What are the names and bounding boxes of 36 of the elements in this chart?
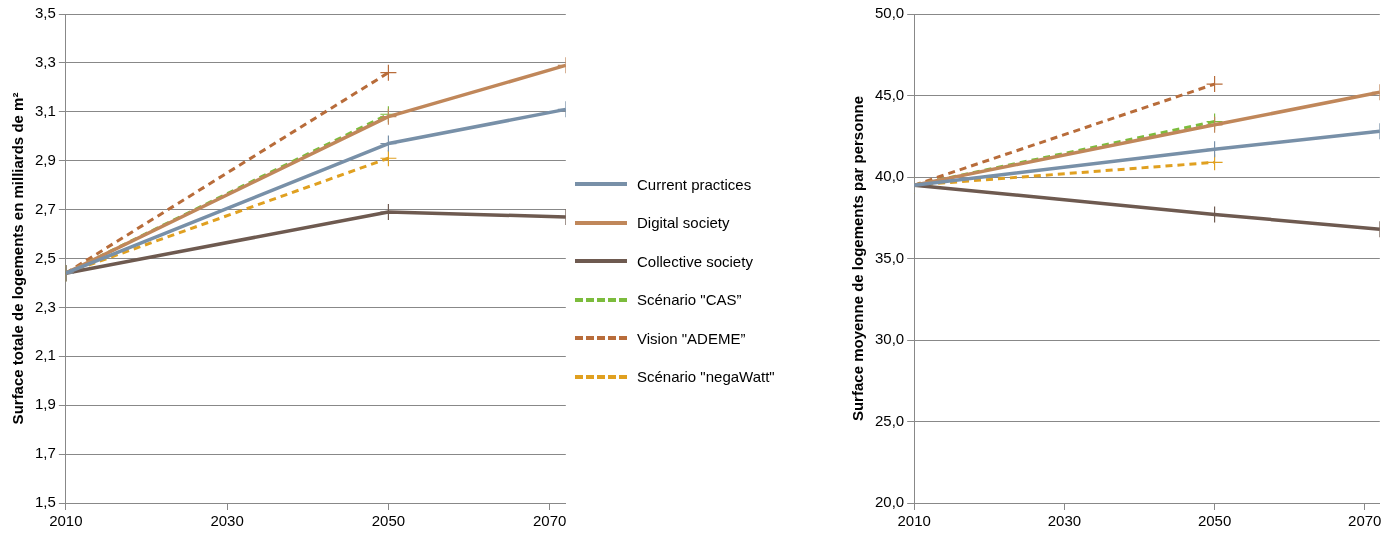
x-tick-label: 2070 (532, 512, 567, 530)
x-tick-label: 2050 (1197, 512, 1232, 530)
y-tick-label: 1,9 (34, 395, 56, 413)
y-tick-label: 30,0 (874, 330, 905, 348)
y-tick-label: 20,0 (874, 493, 905, 511)
y-tick-label: 3,1 (34, 101, 56, 119)
x-tick-label: 2010 (49, 512, 83, 530)
legend-label: Scénario "CAS” (637, 291, 742, 309)
y-tick-label: 2,9 (34, 150, 56, 168)
y-axis-title: Surface moyenne de logements par personne (849, 95, 867, 422)
legend-label: Collective society (637, 252, 753, 270)
y-tick-label: 1,5 (34, 493, 56, 511)
legend-label: Vision "ADEME” (637, 329, 746, 347)
y-tick-label: 45,0 (874, 85, 905, 103)
y-tick-label: 35,0 (874, 248, 905, 266)
y-tick-label: 50,0 (874, 4, 905, 22)
y-tick-label: 2,7 (34, 199, 56, 217)
x-tick-label: 2030 (210, 512, 244, 530)
x-tick-label: 2070 (1348, 512, 1382, 530)
point (379, 64, 397, 82)
point (379, 149, 397, 167)
x-tick-label: 2050 (371, 512, 406, 530)
y-tick-label: 1,7 (34, 444, 56, 462)
x-tick-label: 2030 (1047, 512, 1082, 530)
y-tick-label: 2,3 (34, 297, 56, 315)
y-tick-label: 3,3 (34, 53, 56, 71)
y-axis-title: Surface totale de logements en milliards de m² (9, 92, 27, 425)
legend-label: Digital society (637, 214, 730, 232)
y-tick-label: 2,5 (34, 248, 56, 266)
y-tick-label: 2,1 (34, 346, 56, 364)
y-tick-label: 25,0 (874, 411, 905, 429)
y-tick-label: 3,5 (34, 4, 56, 22)
legend-label: Scénario "negaWatt" (637, 368, 775, 386)
legend-label: Current practices (637, 175, 752, 193)
y-tick-label: 40,0 (874, 167, 905, 185)
x-tick-label: 2010 (897, 512, 931, 530)
